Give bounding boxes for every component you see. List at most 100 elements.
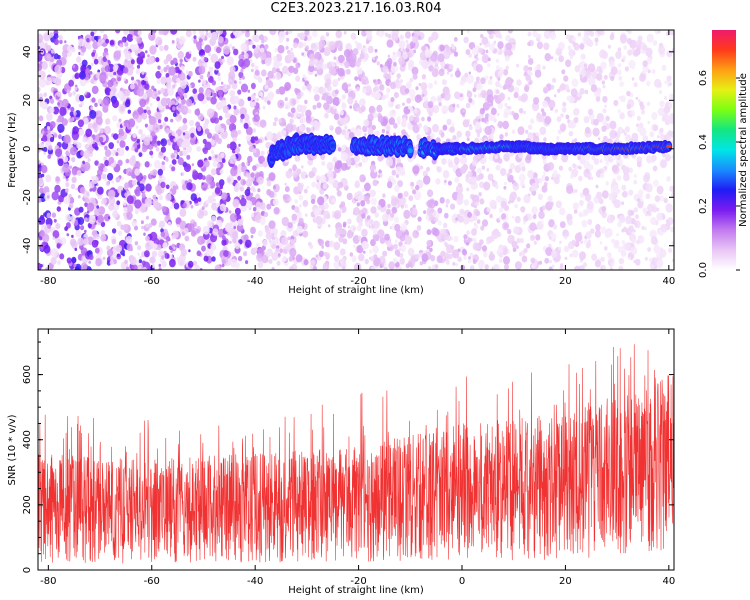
noise-blob <box>344 61 350 69</box>
noise-blob <box>521 255 528 263</box>
noise-blob <box>70 215 76 223</box>
noise-blob <box>635 214 639 220</box>
noise-blob <box>495 184 499 190</box>
noise-blob <box>499 93 505 99</box>
noise-blob <box>647 247 651 252</box>
noise-blob <box>450 73 454 78</box>
noise-blob <box>135 68 141 75</box>
noise-blob <box>117 159 123 166</box>
noise-blob <box>618 265 624 270</box>
noise-blob <box>456 196 464 206</box>
noise-blob <box>297 184 304 192</box>
noise-blob <box>195 228 200 234</box>
noise-blob <box>391 206 398 214</box>
noise-blob <box>430 255 436 262</box>
noise-blob <box>287 222 293 229</box>
noise-blob <box>435 178 441 185</box>
noise-blob <box>312 104 317 110</box>
noise-blob <box>262 239 268 247</box>
noise-blob <box>108 142 114 150</box>
noise-blob <box>649 131 655 138</box>
noise-blob <box>468 125 473 131</box>
noise-blob <box>433 228 440 237</box>
noise-blob <box>276 132 282 140</box>
noise-blob <box>256 206 261 212</box>
noise-blob <box>107 172 114 181</box>
noise-blob <box>239 118 244 124</box>
noise-blob <box>466 242 469 246</box>
noise-blob <box>192 88 197 94</box>
noise-blob <box>400 222 407 231</box>
noise-blob <box>141 145 148 153</box>
noise-blob <box>518 108 524 114</box>
noise-blob <box>646 155 653 164</box>
noise-blob <box>654 195 661 203</box>
noise-blob <box>647 120 651 125</box>
noise-blob <box>279 248 283 254</box>
noise-blob <box>145 215 149 220</box>
noise-blob <box>161 255 165 260</box>
noise-blob <box>381 30 385 35</box>
noise-blob <box>559 240 562 244</box>
noise-blob <box>475 201 480 207</box>
noise-blob <box>229 154 237 165</box>
noise-blob <box>356 244 364 254</box>
noise-blob <box>233 108 240 116</box>
noise-blob <box>354 163 359 168</box>
noise-blob <box>119 140 126 148</box>
noise-blob <box>401 120 407 128</box>
noise-blob <box>643 226 647 231</box>
noise-blob <box>460 165 467 174</box>
noise-blob <box>232 198 240 208</box>
noise-blob <box>511 240 518 249</box>
noise-blob <box>499 134 504 140</box>
noise-blob <box>45 77 52 85</box>
noise-blob <box>283 194 291 204</box>
noise-blob <box>370 206 377 214</box>
noise-blob <box>204 118 210 125</box>
noise-blob <box>100 67 105 73</box>
noise-blob <box>232 136 237 143</box>
noise-blob <box>165 64 170 70</box>
noise-blob <box>72 64 76 69</box>
noise-blob <box>302 230 309 238</box>
noise-blob <box>193 35 197 40</box>
noise-blob <box>394 239 398 244</box>
noise-blob <box>544 53 552 62</box>
noise-blob <box>181 98 186 105</box>
noise-blob <box>372 245 379 254</box>
noise-blob <box>39 229 45 237</box>
noise-blob <box>329 240 335 248</box>
noise-blob <box>547 162 555 171</box>
noise-blob <box>247 89 251 93</box>
noise-blob <box>468 71 471 75</box>
noise-blob <box>420 82 428 91</box>
noise-blob <box>602 95 608 103</box>
noise-blob <box>278 86 286 95</box>
noise-blob <box>93 58 99 65</box>
noise-blob <box>288 256 294 262</box>
noise-blob <box>245 134 252 142</box>
noise-blob <box>451 123 455 127</box>
noise-blob <box>69 111 74 117</box>
noise-blob <box>622 55 627 60</box>
noise-blob <box>259 34 264 41</box>
noise-blob <box>379 64 383 68</box>
noise-blob <box>46 44 52 52</box>
noise-blob <box>117 76 121 82</box>
noise-blob <box>142 266 147 270</box>
noise-blob <box>297 63 301 67</box>
noise-blob <box>246 162 249 166</box>
noise-blob <box>301 52 305 56</box>
noise-blob <box>518 151 524 159</box>
noise-blob <box>66 257 72 264</box>
noise-blob <box>91 239 99 248</box>
noise-blob <box>471 47 479 56</box>
noise-blob <box>529 118 535 124</box>
noise-blob <box>297 41 304 49</box>
noise-blob <box>263 211 269 218</box>
noise-blob <box>466 74 474 84</box>
noise-blob <box>400 244 407 253</box>
noise-blob <box>618 96 622 100</box>
noise-blob <box>73 111 77 116</box>
